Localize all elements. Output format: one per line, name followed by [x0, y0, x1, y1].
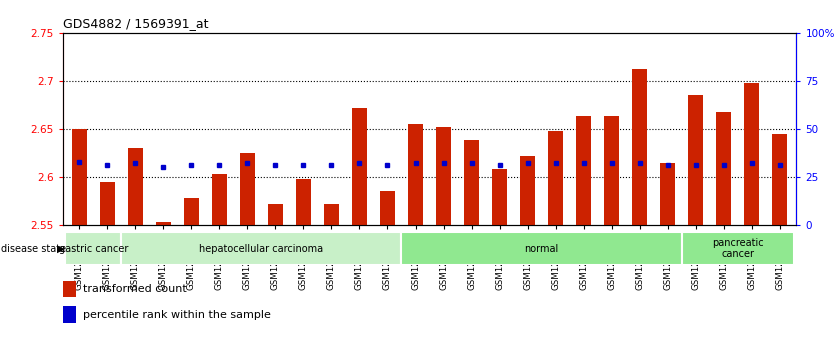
Bar — [681, 232, 794, 265]
Text: ▶: ▶ — [57, 244, 64, 254]
Bar — [744, 83, 759, 225]
Bar — [492, 169, 507, 225]
Bar — [324, 204, 339, 225]
Text: transformed count: transformed count — [83, 284, 187, 294]
Bar — [268, 204, 284, 225]
Text: disease state: disease state — [1, 244, 66, 254]
Text: normal: normal — [525, 244, 559, 254]
Bar — [401, 232, 681, 265]
Text: hepatocellular carcinoma: hepatocellular carcinoma — [199, 244, 324, 254]
Bar — [379, 191, 395, 225]
Text: GDS4882 / 1569391_at: GDS4882 / 1569391_at — [63, 17, 208, 30]
Bar — [575, 117, 591, 225]
Bar — [63, 281, 76, 297]
Bar — [716, 111, 731, 225]
Bar — [128, 148, 143, 225]
Bar — [436, 127, 451, 225]
Bar — [632, 69, 647, 225]
Bar — [352, 108, 367, 225]
Bar — [100, 182, 115, 225]
Text: pancreatic
cancer: pancreatic cancer — [712, 238, 763, 260]
Bar — [183, 198, 199, 225]
Bar — [63, 306, 76, 323]
Bar — [296, 179, 311, 225]
Text: percentile rank within the sample: percentile rank within the sample — [83, 310, 271, 319]
Text: gastric cancer: gastric cancer — [58, 244, 128, 254]
Bar — [772, 134, 787, 225]
Bar — [122, 232, 401, 265]
Bar — [408, 124, 423, 225]
Bar — [604, 117, 620, 225]
Bar — [688, 95, 703, 225]
Bar — [65, 232, 122, 265]
Bar — [72, 129, 87, 225]
Bar — [520, 156, 535, 225]
Bar — [156, 222, 171, 225]
Bar — [239, 153, 255, 225]
Bar — [548, 131, 563, 225]
Bar — [212, 174, 227, 225]
Bar — [660, 163, 676, 225]
Bar — [464, 140, 480, 225]
